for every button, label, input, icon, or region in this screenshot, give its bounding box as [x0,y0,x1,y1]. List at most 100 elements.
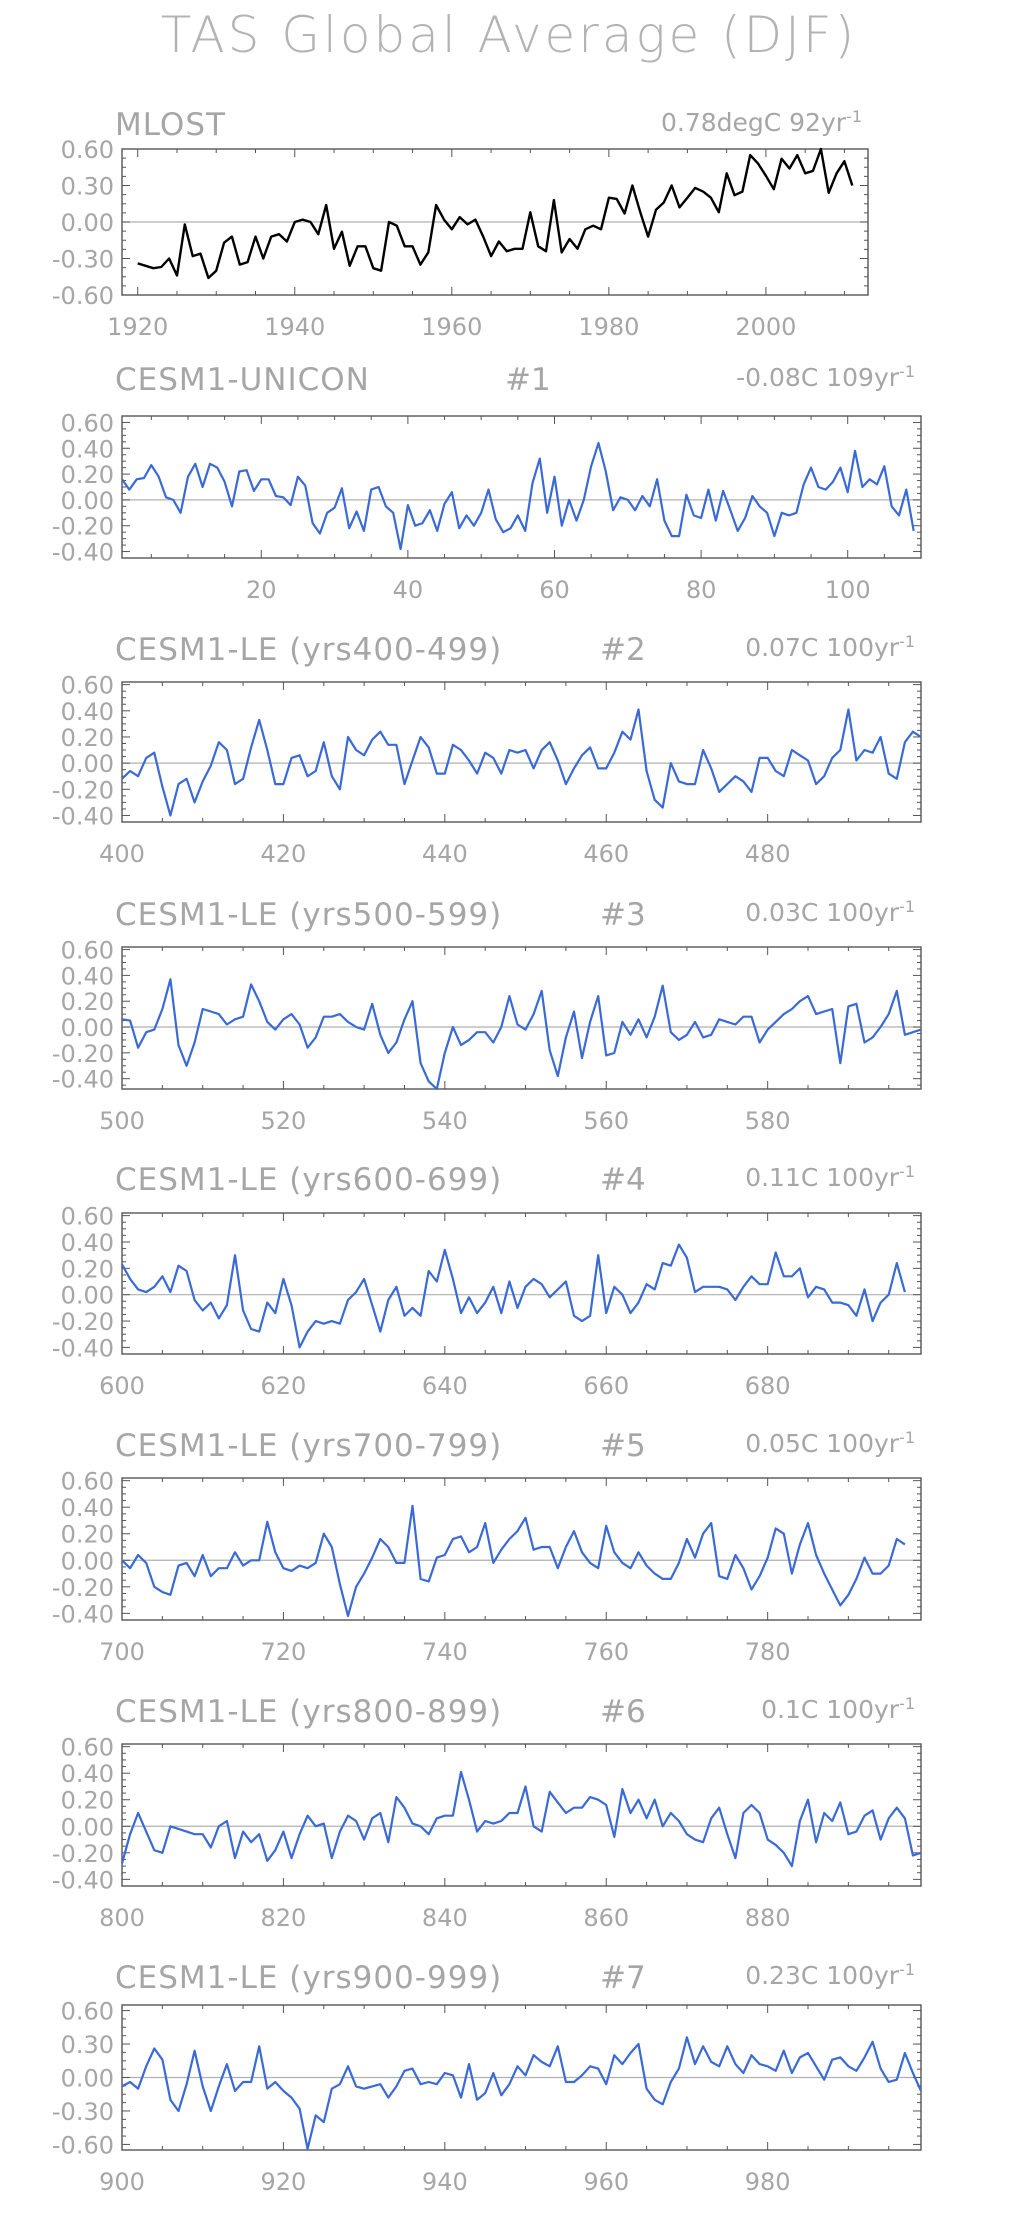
series-line [121,1504,906,1618]
x-tick-label: 780 [745,1638,791,1666]
panel-member: #7 [600,1960,646,1996]
panel-trend-label: 0.11C 100yr-1 [745,1162,915,1192]
series-line [121,2036,923,2150]
y-tick-label: 0.00 [61,209,114,237]
y-tick-label: -0.20 [52,1040,114,1068]
panel-trend-label: 0.03C 100yr-1 [745,897,915,927]
x-tick-label: 640 [422,1372,468,1400]
y-tick-label: -0.30 [52,246,114,274]
y-tick-label: 0.00 [61,1282,114,1310]
x-tick-label: 500 [99,1107,145,1135]
x-tick-label: 800 [99,1904,145,1932]
y-tick-label: 0.60 [61,672,114,700]
y-tick-label: 0.60 [61,1203,114,1231]
panel-title: CESM1-LE (yrs900-999) [115,1960,502,1996]
x-tick-label: 740 [422,1638,468,1666]
panel-frame [121,1743,922,1887]
series-line [121,1243,906,1349]
panel-trend-label: 0.05C 100yr-1 [745,1428,915,1458]
x-tick-label: 580 [745,1107,791,1135]
y-tick-label: 0.20 [61,1521,114,1549]
panel-frame [121,1477,922,1621]
panel-member: #1 [505,362,551,398]
panel-member: #4 [600,1162,646,1198]
x-tick-label: 1980 [578,313,639,341]
y-tick-label: 0.20 [61,1787,114,1815]
x-tick-label: 940 [422,2168,468,2196]
y-tick-label: -0.40 [52,1334,114,1362]
y-tick-label: 0.00 [61,1547,114,1575]
page-title: TAS Global Average (DJF) [160,6,858,64]
panel-title: CESM1-LE (yrs600-699) [115,1162,502,1198]
y-tick-label: -0.40 [52,1066,114,1094]
y-tick-label: -0.60 [52,282,114,310]
chart-panel-3: CESM1-LE (yrs400-499) #2 0.07C 100yr-1 -0.4… [52,632,922,868]
panel-frame [121,681,922,823]
x-tick-label: 980 [745,2168,791,2196]
panel-trend-label: 0.78degC 92yr-1 [661,107,862,137]
x-tick-label: 440 [422,840,468,868]
y-tick-label: 0.20 [61,1255,114,1283]
x-tick-label: 2000 [735,313,796,341]
y-tick-label: 0.20 [61,724,114,752]
panel-frame [121,1212,922,1355]
panel-trend-label: 0.1C 100yr-1 [761,1694,915,1724]
x-tick-label: 660 [583,1372,629,1400]
series-line [121,442,915,551]
x-tick-label: 80 [686,576,717,604]
x-tick-label: 720 [261,1638,307,1666]
y-tick-label: 0.30 [61,2031,114,2059]
panel-title: CESM1-LE (yrs500-599) [115,897,502,933]
y-tick-label: 0.60 [61,1734,114,1762]
series-line [137,147,854,280]
x-tick-label: 680 [745,1372,791,1400]
y-tick-label: 0.00 [61,1014,114,1042]
x-tick-label: 540 [422,1107,468,1135]
y-tick-label: -0.30 [52,2098,114,2126]
panel-title: CESM1-LE (yrs700-799) [115,1428,502,1464]
panel-frame [121,415,922,559]
x-tick-label: 480 [745,840,791,868]
x-tick-label: 60 [539,576,570,604]
y-tick-label: 0.60 [61,1468,114,1496]
panel-trend-label: 0.07C 100yr-1 [745,632,915,662]
y-tick-label: 0.00 [61,2065,114,2093]
y-tick-label: 0.00 [61,1813,114,1841]
y-tick-label: 0.60 [61,937,114,965]
panel-member: #6 [600,1694,646,1730]
x-tick-label: 1940 [264,313,325,341]
panel-title: CESM1-UNICON [115,362,370,398]
y-tick-label: 0.60 [61,1998,114,2026]
x-tick-label: 520 [261,1107,307,1135]
chart-panel-7: CESM1-LE (yrs800-899) #6 0.1C 100yr-1 -0.40… [52,1694,922,1932]
y-tick-label: 0.00 [61,487,114,515]
y-tick-label: -0.20 [52,776,114,804]
panel-title: MLOST [115,107,226,143]
x-tick-label: 880 [745,1904,791,1932]
panel-frame [121,946,922,1090]
y-tick-label: -0.20 [52,1574,114,1602]
chart-panel-6: CESM1-LE (yrs700-799) #5 0.05C 100yr-1 -0.4… [52,1428,922,1666]
panel-title: CESM1-LE (yrs400-499) [115,632,502,668]
x-tick-label: 40 [393,576,424,604]
y-tick-label: -0.40 [52,1600,114,1628]
y-tick-label: -0.20 [52,1840,114,1868]
chart-panel-5: CESM1-LE (yrs600-699) #4 0.11C 100yr-1 -0.4… [52,1162,922,1400]
series-line [121,708,922,817]
y-tick-label: 0.20 [61,461,114,489]
x-tick-label: 600 [99,1372,145,1400]
x-tick-label: 20 [246,576,277,604]
panel-member: #5 [600,1428,646,1464]
x-tick-label: 460 [583,840,629,868]
chart-panel-1: MLOST 0.78degC 92yr-1 -0.60 -0.30 0.00 0.30 0.… [52,107,869,341]
x-tick-label: 700 [99,1638,145,1666]
panel-trend-label: -0.08C 109yr-1 [736,362,915,392]
panel-member: #2 [600,632,646,668]
y-tick-label: 0.40 [61,698,114,726]
x-tick-label: 860 [583,1904,629,1932]
x-tick-label: 420 [261,840,307,868]
x-tick-label: 100 [825,576,871,604]
x-tick-label: 900 [99,2168,145,2196]
x-tick-label: 920 [261,2168,307,2196]
